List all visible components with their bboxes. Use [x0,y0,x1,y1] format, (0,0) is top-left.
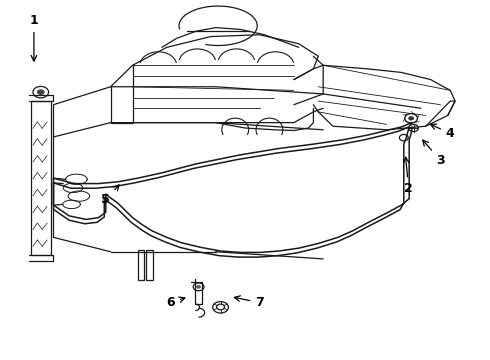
Text: 7: 7 [234,296,264,309]
Bar [147,250,153,280]
Circle shape [408,116,414,121]
Text: 5: 5 [101,185,119,206]
Bar [138,250,145,280]
Text: 2: 2 [403,157,413,195]
Circle shape [196,285,201,289]
Text: 1: 1 [29,14,38,61]
Text: 4: 4 [431,124,455,140]
Text: 3: 3 [423,140,445,167]
Bar [31,101,50,255]
Text: 6: 6 [167,296,185,309]
Circle shape [37,89,45,95]
